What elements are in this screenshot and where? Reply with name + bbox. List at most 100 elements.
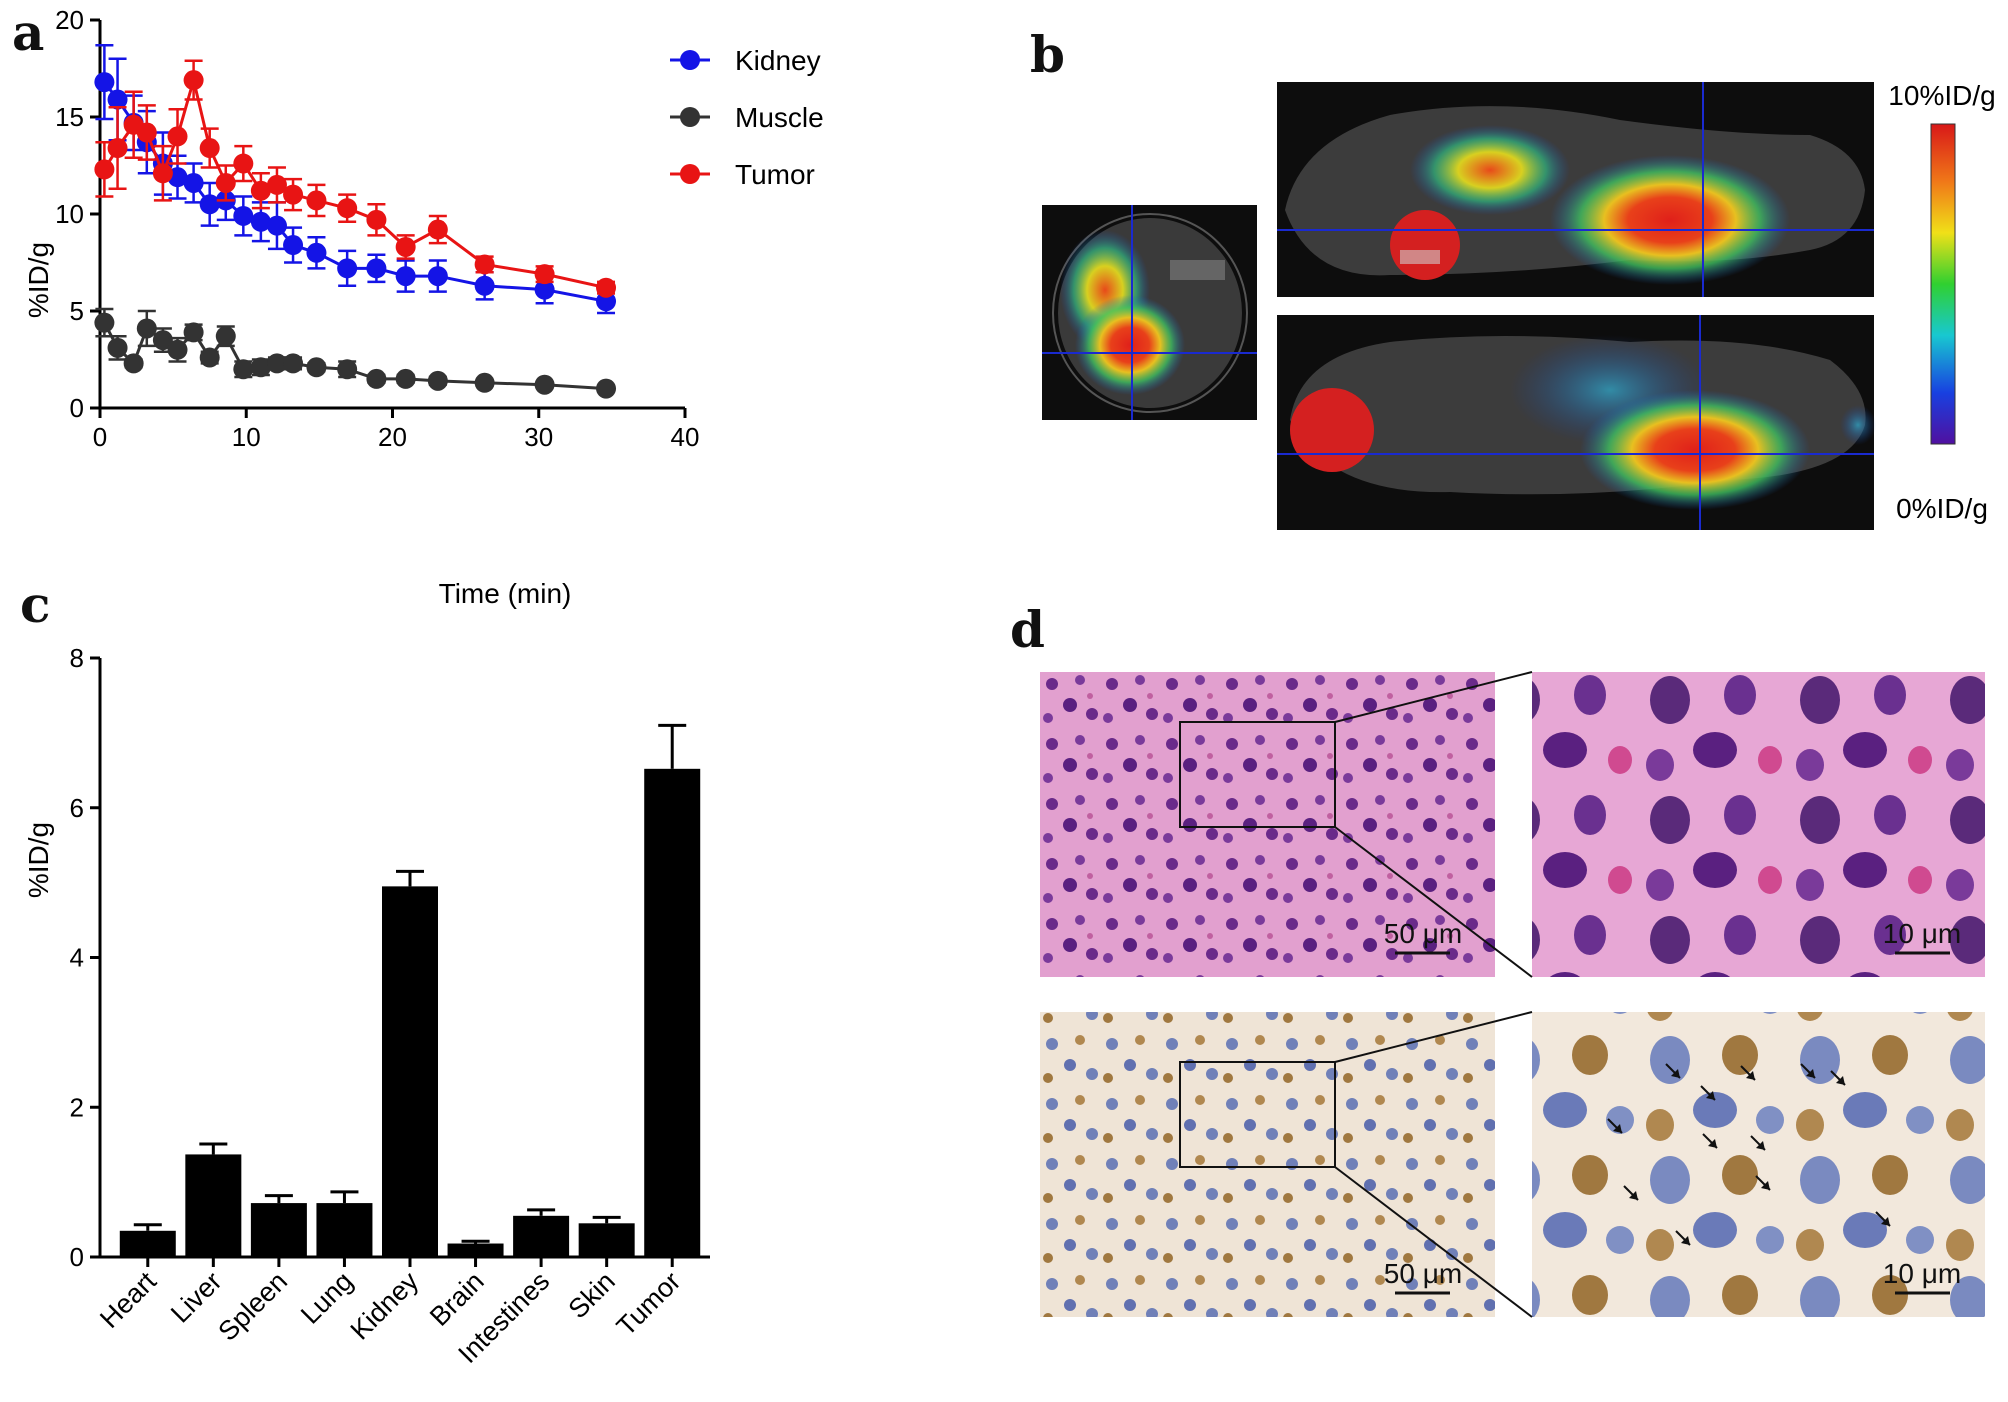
data-point-kidney — [183, 172, 204, 193]
legend-marker-muscle — [680, 107, 700, 127]
ihc-zoom-connector-bottom — [1334, 1166, 1533, 1318]
data-point-tumor — [107, 138, 128, 159]
ihc-arrow-head — [1681, 1236, 1690, 1245]
x-tick-label: 20 — [378, 422, 407, 452]
bar-category-label: Tumor — [611, 1266, 687, 1342]
ihc-arrow-head — [1761, 1181, 1770, 1190]
ihc-overview: 50 μm — [1040, 1012, 1495, 1317]
data-point-muscle — [266, 353, 287, 374]
y-tick-label: 10 — [55, 199, 84, 229]
bar-y-tick-label: 2 — [70, 1092, 84, 1122]
ihc-arrow-head — [1756, 1141, 1765, 1150]
data-point-tumor — [427, 219, 448, 240]
ihc-arrow-head — [1881, 1217, 1890, 1226]
data-point-tumor — [183, 70, 204, 91]
y-tick-label: 15 — [55, 102, 84, 132]
data-point-muscle — [94, 312, 115, 333]
bar-y-tick-label: 4 — [70, 943, 84, 973]
data-point-tumor — [306, 190, 327, 211]
ihc-arrow-head — [1746, 1071, 1755, 1080]
pet-transverse-slice — [1042, 205, 1257, 420]
x-tick-label: 10 — [232, 422, 261, 452]
data-point-muscle — [107, 337, 128, 358]
data-point-muscle — [474, 372, 495, 393]
legend: Kidney Muscle Tumor — [670, 45, 824, 190]
he-zoom-connector-top — [1334, 671, 1533, 723]
x-tick-label: 0 — [93, 422, 107, 452]
data-point-muscle — [199, 347, 220, 368]
bar-category-label: Skin — [563, 1266, 621, 1324]
data-point-muscle — [250, 357, 271, 378]
legend-marker-kidney — [680, 50, 700, 70]
data-point-kidney — [395, 266, 416, 287]
pet-scale-max-label: 10%ID/g — [1888, 80, 1995, 111]
he-overview-scale-label: 50 μm — [1384, 918, 1462, 949]
bar-brain — [447, 1243, 504, 1257]
data-point-tumor — [136, 122, 157, 143]
legend-label-muscle: Muscle — [735, 102, 824, 133]
data-point-tumor — [199, 138, 220, 159]
legend-label-tumor: Tumor — [735, 159, 815, 190]
data-point-muscle — [337, 359, 358, 380]
bar-skin — [578, 1223, 635, 1257]
data-point-muscle — [283, 353, 304, 374]
data-point-muscle — [215, 326, 236, 347]
histology-panels: 50 μm 10 μm 50 μm 10 μm — [1040, 671, 1985, 1318]
data-point-kidney — [250, 211, 271, 232]
ihc-arrow-head — [1806, 1069, 1815, 1078]
he-zoom-connector-bottom — [1334, 826, 1533, 978]
data-point-muscle — [123, 353, 144, 374]
ihc-arrow-head — [1836, 1076, 1845, 1085]
data-point-tumor — [233, 153, 254, 174]
data-point-tumor — [152, 163, 173, 184]
pet-ct-images: 10%ID/g 0%ID/g — [1042, 80, 1996, 530]
data-point-muscle — [306, 357, 327, 378]
legend-label-kidney: Kidney — [735, 45, 821, 76]
data-point-muscle — [183, 322, 204, 343]
bar-tumor — [644, 768, 701, 1257]
y-axis-label: %ID/g — [23, 242, 54, 318]
data-point-tumor — [366, 209, 387, 230]
ihc-zoom-connector-top — [1334, 1011, 1533, 1063]
data-point-muscle — [152, 330, 173, 351]
data-point-muscle — [167, 339, 188, 360]
pet-coronal-slice — [1277, 82, 1874, 297]
bar-heart — [119, 1230, 176, 1257]
data-point-kidney — [337, 258, 358, 279]
data-point-kidney — [534, 279, 555, 300]
panel-letter-b: b — [1030, 25, 1065, 84]
data-point-kidney — [233, 205, 254, 226]
data-point-tumor — [266, 174, 287, 195]
bar-y-axis-label: %ID/g — [23, 822, 54, 898]
data-point-kidney — [94, 72, 115, 93]
ihc-arrow-head — [1629, 1191, 1638, 1200]
data-point-kidney — [107, 89, 128, 110]
pet-scale-min-label: 0%ID/g — [1896, 493, 1988, 524]
bar-y-tick-label: 6 — [70, 793, 84, 823]
x-axis-label: Time (min) — [439, 578, 572, 609]
data-point-tumor — [596, 277, 617, 298]
ihc-zoom: 10 μm — [1532, 1012, 1985, 1317]
panel-letter-a: a — [12, 3, 45, 62]
data-point-tumor — [215, 172, 236, 193]
he-zoom: 10 μm — [1532, 672, 1985, 977]
bar-kidney — [382, 886, 438, 1257]
data-point-tumor — [395, 236, 416, 257]
bar-y-tick-label: 0 — [70, 1242, 84, 1272]
x-tick-label: 40 — [671, 422, 700, 452]
bar-liver — [185, 1154, 242, 1257]
bar-intestines — [513, 1215, 570, 1257]
pet-color-scale — [1930, 123, 1956, 445]
time-activity-chart: 0 5 10 15 20 0 10 20 30 40 Time (min) %ID/g Kidne… — [23, 5, 824, 609]
bar-y-tick-label: 8 — [70, 643, 84, 673]
data-point-tumor — [167, 126, 188, 147]
ihc-arrow-head — [1706, 1091, 1715, 1100]
ihc-arrow-head — [1671, 1069, 1680, 1078]
ihc-overview-scale-label: 50 μm — [1384, 1258, 1462, 1289]
data-point-muscle — [395, 368, 416, 389]
data-point-kidney — [306, 242, 327, 263]
data-point-tumor — [94, 159, 115, 180]
bar-lung — [316, 1203, 373, 1257]
pet-sagittal-slice — [1277, 315, 1876, 530]
y-tick-label: 0 — [70, 393, 84, 423]
